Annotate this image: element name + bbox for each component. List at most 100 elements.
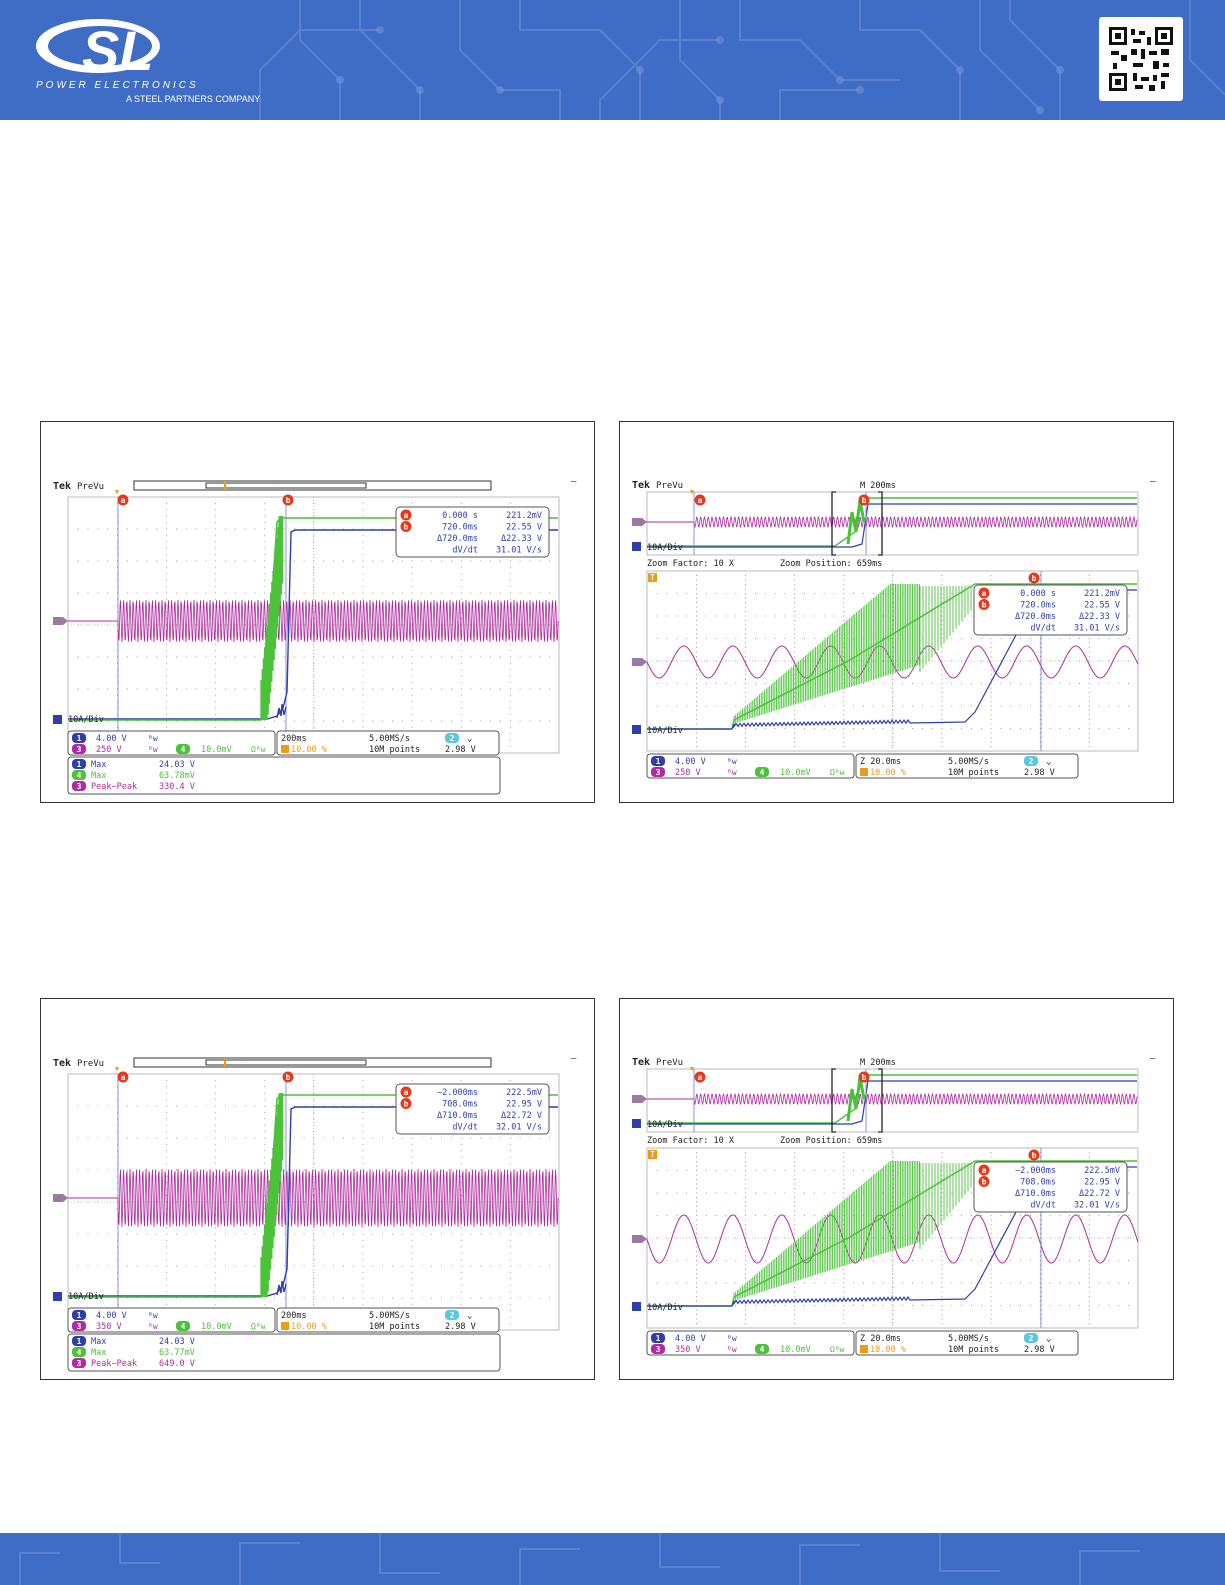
fig4-info-ch1-badge-bg [651, 1333, 665, 1343]
fig3-info-ch1-badge: 1 [77, 1311, 82, 1320]
fig4-ch4-burst [733, 1161, 972, 1301]
fig1-ch3-trace [117, 599, 559, 643]
fig3-readout-value-3: 32.01 V/s [496, 1123, 542, 1133]
fig4-zoom-factor: Zoom Factor: 10 X [647, 1136, 735, 1146]
fig4-cursor-a-bg [694, 1071, 706, 1083]
fig1-readout-value-3: 31.01 V/s [496, 546, 542, 556]
fig4-zoom-position: Zoom Position: 659ms [780, 1136, 882, 1146]
fig2-readout-value-0: 221.2mV [1084, 589, 1120, 599]
fig1-cursor-b-bg [282, 494, 294, 506]
fig2-readout-marker-0-bg [978, 587, 990, 599]
fig1-record-bar [133, 480, 492, 491]
fig1-info-ch4-badge: 4 [181, 745, 186, 754]
fig3-ch3-trace [117, 1168, 559, 1228]
fig4-info-ch3-scale: 350 V [675, 1345, 701, 1355]
fig3-meas-value-0: 24.03 V [159, 1337, 195, 1347]
fig3-meas-badge-0-bg [72, 1336, 86, 1346]
fig2-zoom-trig-box [648, 573, 657, 582]
fig1-readout-value-1: 22.55 V [506, 523, 542, 533]
fig1-ch3-ground-marker [53, 617, 68, 625]
circuit-pattern [259, 0, 1225, 120]
fig4-trigger-marker: ▼ [690, 1065, 695, 1073]
fig4-ch1-trace [647, 1166, 1137, 1307]
fig3-meas-name-1: Max [91, 1348, 106, 1358]
fig3-meas-badge-2-bg [72, 1358, 86, 1368]
fig3-info-trig-ch-badge: 2 [450, 1311, 455, 1320]
company-logo: SL POWER ELECTRONICS A STEEL PARTNERS CO… [30, 10, 260, 110]
fig3-info-ch1-bw: ᴮw [148, 1311, 158, 1320]
fig2-info-ch3-bw: ᴮw [727, 768, 737, 777]
fig2-info-points: 10M points [948, 768, 999, 778]
fig1-meas-badge-0: 1 [77, 760, 82, 769]
fig4-info-trig-pos-icon [860, 1345, 868, 1353]
fig3-info-timebase: 200ms [281, 1311, 307, 1321]
fig1-readout-marker-1-bg [400, 521, 412, 532]
fig2-readout-marker-0: a [982, 589, 987, 598]
fig1-meas-badge-2: 3 [77, 782, 82, 791]
fig2-ch3-ground-marker [632, 658, 647, 666]
fig3-meas-badge-2: 3 [77, 1359, 82, 1368]
fig3-info-ch3-bw: ᴮw [148, 1322, 158, 1331]
fig1-brand: Tek [53, 481, 71, 492]
fig3-info-trig-level: 2.98 V [445, 1322, 476, 1332]
fig4-ch1-ground-marker [632, 1302, 641, 1311]
fig4-ch3-ground-marker [632, 1235, 647, 1243]
fig3-readout-time-3: dV/dt [452, 1123, 478, 1133]
fig1-meas-value-1: 63.78mV [159, 771, 195, 781]
fig2-info-ch4-suffix: Ωᴮw [830, 768, 845, 777]
scope-capture-3: Tek PreVu – a b ▼ 10A/Div a −2.000ms 222.5mV b 708.… [40, 998, 595, 1380]
fig3-mode: PreVu [77, 1059, 104, 1069]
fig2-info-sample-rate: 5.00MS/s [948, 757, 989, 767]
qr-code-icon[interactable] [1099, 17, 1183, 101]
fig1-ch4-burst [260, 516, 284, 720]
fig1-dash: – [571, 477, 577, 487]
fig1-meas-name-0: Max [91, 760, 106, 770]
fig3-ch4-burst [260, 1093, 284, 1297]
fig1-info-ch3-bw: ᴮw [148, 745, 158, 754]
fig3-info-trig-ch-badge-bg [445, 1310, 459, 1320]
fig4-overview-ch3-marker [632, 1095, 647, 1103]
fig4-overview-burst [846, 1076, 866, 1122]
fig4-readout-value-2: Δ22.72 V [1079, 1189, 1120, 1199]
fig1-info-trig-pos-icon [281, 745, 289, 753]
fig2-info-ch1-badge-bg [651, 756, 665, 766]
fig1-readout-time-3: dV/dt [452, 546, 478, 556]
fig3-record-window [205, 1059, 367, 1066]
fig3-info-sample-rate: 5.00MS/s [369, 1311, 410, 1321]
fig2-info-ch3-badge: 3 [656, 768, 661, 777]
fig2-readout-value-1: 22.55 V [1084, 601, 1120, 611]
fig4-info-ch1-badge: 1 [656, 1334, 661, 1343]
fig2-info-trig-level: 2.98 V [1024, 768, 1055, 778]
fig3-info-ch4-scale: 10.0mV [201, 1322, 232, 1332]
fig2-cursor-a-bg [694, 494, 706, 506]
qr-pattern [1109, 27, 1173, 91]
fig1-cursor-a: a [121, 496, 126, 505]
fig2-readout-time-2: Δ720.0ms [1015, 612, 1056, 622]
fig2-info-trig-ch-badge-bg [1024, 756, 1038, 766]
fig3-readout-box [395, 1083, 550, 1135]
fig1-meas-value-2: 330.4 V [159, 782, 195, 792]
fig1-meas-name-2: Peak−Peak [91, 782, 137, 792]
fig3-ch1-label: 10A/Div [68, 1292, 104, 1302]
fig1-info-ch3-badge-bg [72, 744, 86, 754]
fig3-readout-time-2: Δ710.0ms [437, 1111, 478, 1121]
fig1-readout-value-0: 221.2mV [506, 511, 542, 521]
fig3-info-ch-box [67, 1307, 276, 1333]
fig2-info-ch1-badge: 1 [656, 757, 661, 766]
fig4-readout-time-2: Δ710.0ms [1015, 1189, 1056, 1199]
fig4-info-ch4-scale: 10.0mV [780, 1345, 811, 1355]
fig1-info-tb-box [276, 730, 500, 756]
fig2-info-timebase: Z 20.0ms [860, 757, 901, 767]
fig1-meas-badge-0-bg [72, 759, 86, 769]
fig3-ch1-ground-marker [53, 1292, 62, 1301]
fig2-cursor-a: a [698, 496, 703, 505]
fig1-meas-badge-1: 4 [77, 771, 82, 780]
fig4-readout-marker-0-bg [978, 1164, 990, 1176]
fig2-ch1-trace [647, 589, 1137, 730]
fig2-ch1-ground-marker [632, 725, 641, 734]
fig1-info-timebase: 200ms [281, 734, 307, 744]
fig4-ch1-label: 10A/Div [647, 1303, 683, 1313]
fig3-readout-marker-1-bg [400, 1098, 412, 1109]
fig1-info-ch1-badge-bg [72, 733, 86, 743]
